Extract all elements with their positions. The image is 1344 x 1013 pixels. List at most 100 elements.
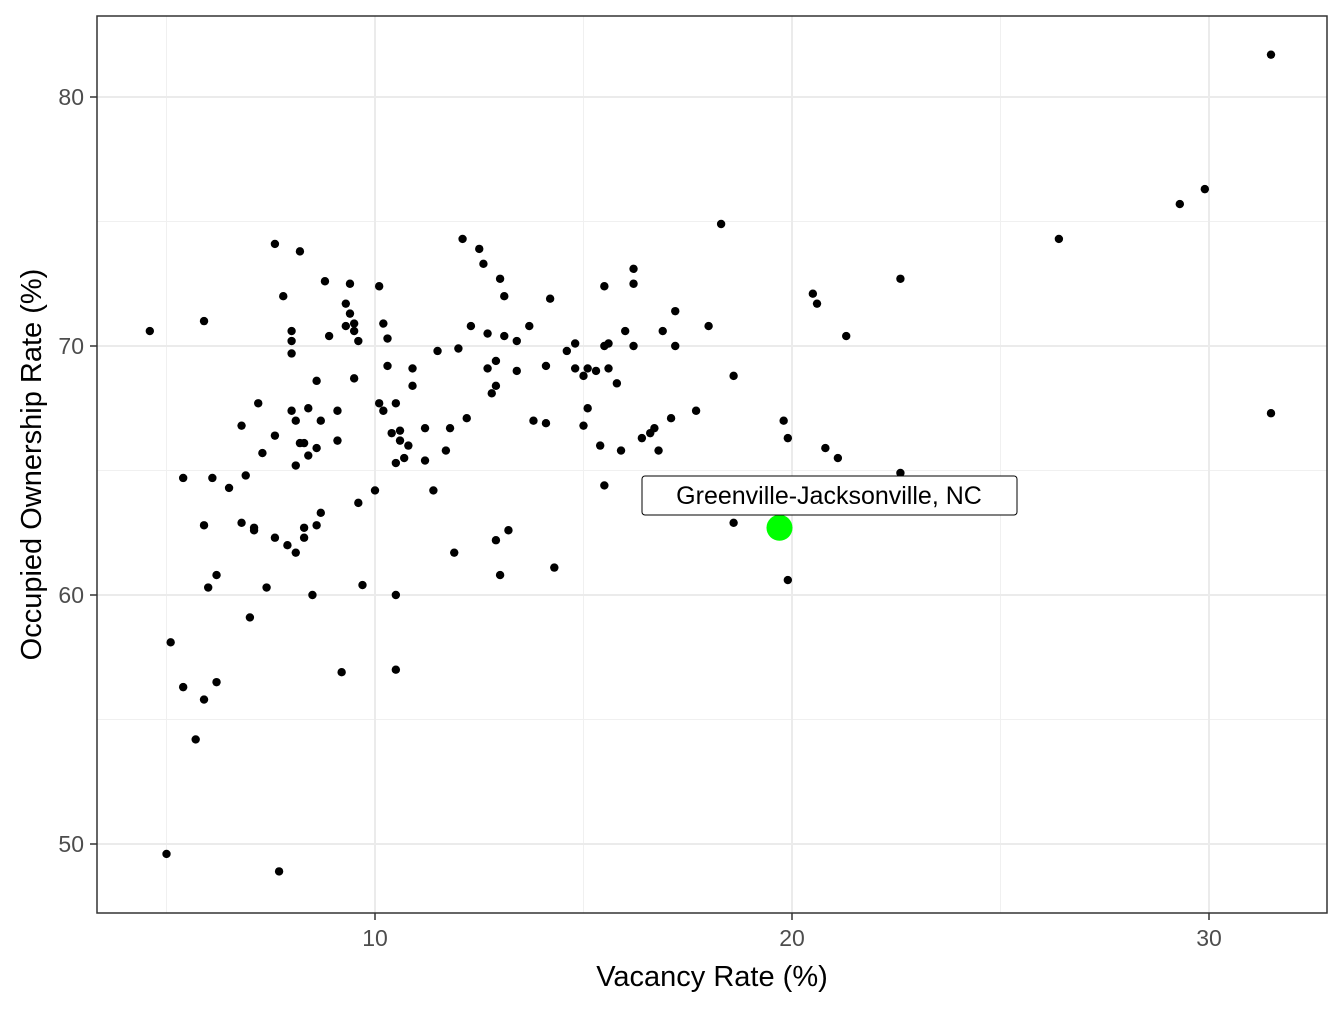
data-point [208, 473, 217, 483]
data-point [833, 453, 843, 463]
data-point [291, 461, 300, 470]
data-point [199, 316, 209, 326]
data-point [500, 292, 509, 301]
data-point [454, 344, 463, 353]
data-point [354, 336, 363, 346]
data-point [299, 523, 309, 532]
data-point [345, 279, 355, 288]
data-point [779, 416, 788, 425]
data-point [491, 356, 501, 366]
data-point [445, 423, 455, 433]
data-point [487, 389, 496, 398]
x-axis-label: Vacancy Rate (%) [596, 961, 828, 993]
data-point [295, 247, 305, 256]
data-point [637, 433, 647, 443]
data-point [562, 346, 572, 356]
data-point [621, 326, 630, 336]
data-point [821, 443, 830, 453]
data-point [716, 219, 726, 229]
minor-gridlines [97, 16, 1327, 913]
data-point [570, 339, 580, 348]
y-axis-label: Occupied Ownership Rate (%) [16, 269, 48, 661]
data-point [320, 277, 330, 286]
data-point [600, 481, 609, 490]
data-point [808, 289, 818, 298]
highlight-point [766, 514, 793, 541]
data-point [541, 361, 551, 371]
data-point [270, 239, 280, 249]
data-point [420, 423, 430, 433]
data-point [629, 264, 638, 274]
data-point [391, 665, 401, 674]
data-point [379, 319, 388, 328]
data-point [729, 518, 738, 527]
highlight-label: Greenville-Jacksonville, NC [676, 482, 982, 510]
data-point [458, 234, 467, 244]
data-point [1200, 184, 1210, 194]
major-gridlines [97, 16, 1327, 913]
data-point [812, 299, 822, 308]
data-point [145, 326, 155, 336]
data-point [245, 613, 255, 622]
data-point [583, 404, 592, 413]
data-point [283, 541, 292, 550]
highlight-group: Greenville-Jacksonville, NC [641, 475, 1018, 541]
data-point [316, 508, 325, 518]
data-point [270, 533, 280, 542]
data-point [287, 406, 296, 415]
data-point [324, 331, 334, 341]
data-point [191, 735, 200, 744]
data-point [704, 321, 713, 331]
data-point [591, 366, 601, 376]
data-point [1175, 199, 1185, 209]
data-point [500, 331, 509, 341]
data-point [896, 468, 905, 478]
data-point [349, 374, 359, 383]
data-point [312, 443, 321, 453]
data-point [341, 321, 351, 331]
data-point [604, 339, 613, 348]
data-point [291, 548, 300, 557]
data-point [483, 364, 492, 373]
data-point [333, 436, 342, 445]
data-point [408, 364, 417, 373]
data-point [374, 282, 384, 291]
data-point [333, 406, 342, 415]
data-point [495, 274, 505, 283]
data-point [204, 583, 213, 592]
data-point [408, 381, 417, 391]
x-tick-label: 20 [779, 925, 805, 951]
data-point [279, 292, 288, 301]
data-point [491, 381, 501, 391]
data-point [166, 638, 175, 647]
data-point [387, 428, 396, 438]
data-point [691, 406, 701, 415]
data-point [199, 521, 209, 530]
data-point [258, 448, 267, 458]
data-point [291, 416, 300, 425]
data-point [212, 570, 221, 580]
data-point [404, 441, 413, 450]
data-point [654, 446, 663, 455]
data-point [579, 421, 588, 430]
data-point [525, 321, 534, 331]
data-point [237, 518, 246, 527]
data-point [570, 364, 580, 373]
data-point [783, 575, 793, 585]
data-point [504, 526, 513, 535]
data-point [512, 366, 521, 376]
data-point [391, 399, 401, 408]
data-point [395, 436, 405, 445]
data-point [270, 431, 280, 440]
data-point [370, 486, 380, 495]
data-point [550, 563, 559, 572]
data-point [358, 580, 367, 590]
data-point [374, 399, 384, 408]
data-point [466, 321, 476, 331]
data-points [145, 50, 1276, 876]
data-point [600, 282, 609, 291]
data-point [429, 486, 438, 495]
data-point [212, 677, 221, 687]
